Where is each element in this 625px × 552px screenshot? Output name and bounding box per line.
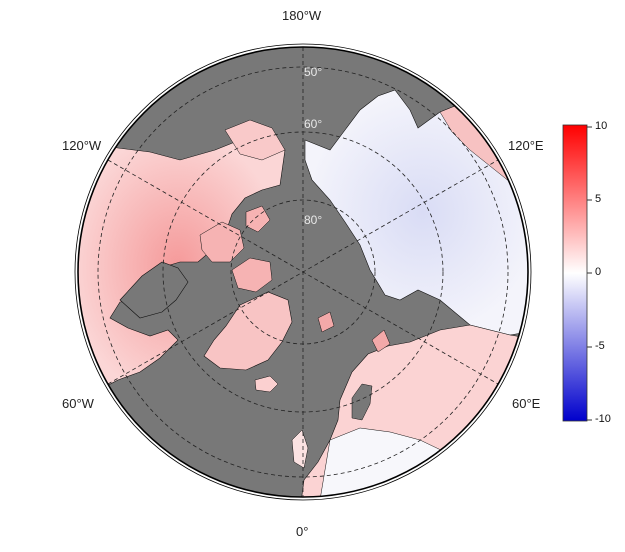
colorbar [562, 124, 592, 422]
arctic-islands [199, 205, 273, 293]
lon-label-0: 0° [296, 524, 309, 539]
land-svalbard [317, 311, 391, 353]
baltic-sea [351, 383, 373, 421]
colorbar-gradient [562, 124, 588, 422]
lon-label-60e: 60°E [512, 396, 541, 411]
lon-label-180w: 180°W [282, 8, 322, 23]
lon-label-60w: 60°W [62, 396, 94, 411]
lat-label-60: 60° [304, 117, 322, 131]
lon-label-120e: 120°E [508, 138, 544, 153]
hudson-bay [119, 261, 189, 319]
colorbar-tick-0: 0 [595, 266, 602, 278]
graticule [97, 47, 509, 497]
land-greenland [203, 291, 293, 371]
colorbar-tick-neg10: -10 [595, 413, 611, 425]
colorbar-tick-5: 5 [595, 193, 602, 205]
land-iceland [254, 375, 279, 393]
colorbar-tick-10: 10 [595, 120, 608, 132]
colorbar-tick-neg5: -5 [595, 340, 605, 352]
lon-label-120w: 120°W [62, 138, 102, 153]
land-bering [224, 119, 286, 161]
lat-label-50: 50° [304, 65, 322, 79]
lat-label-80: 80° [304, 213, 322, 227]
land-britain [291, 429, 309, 469]
map-frame [77, 46, 529, 498]
